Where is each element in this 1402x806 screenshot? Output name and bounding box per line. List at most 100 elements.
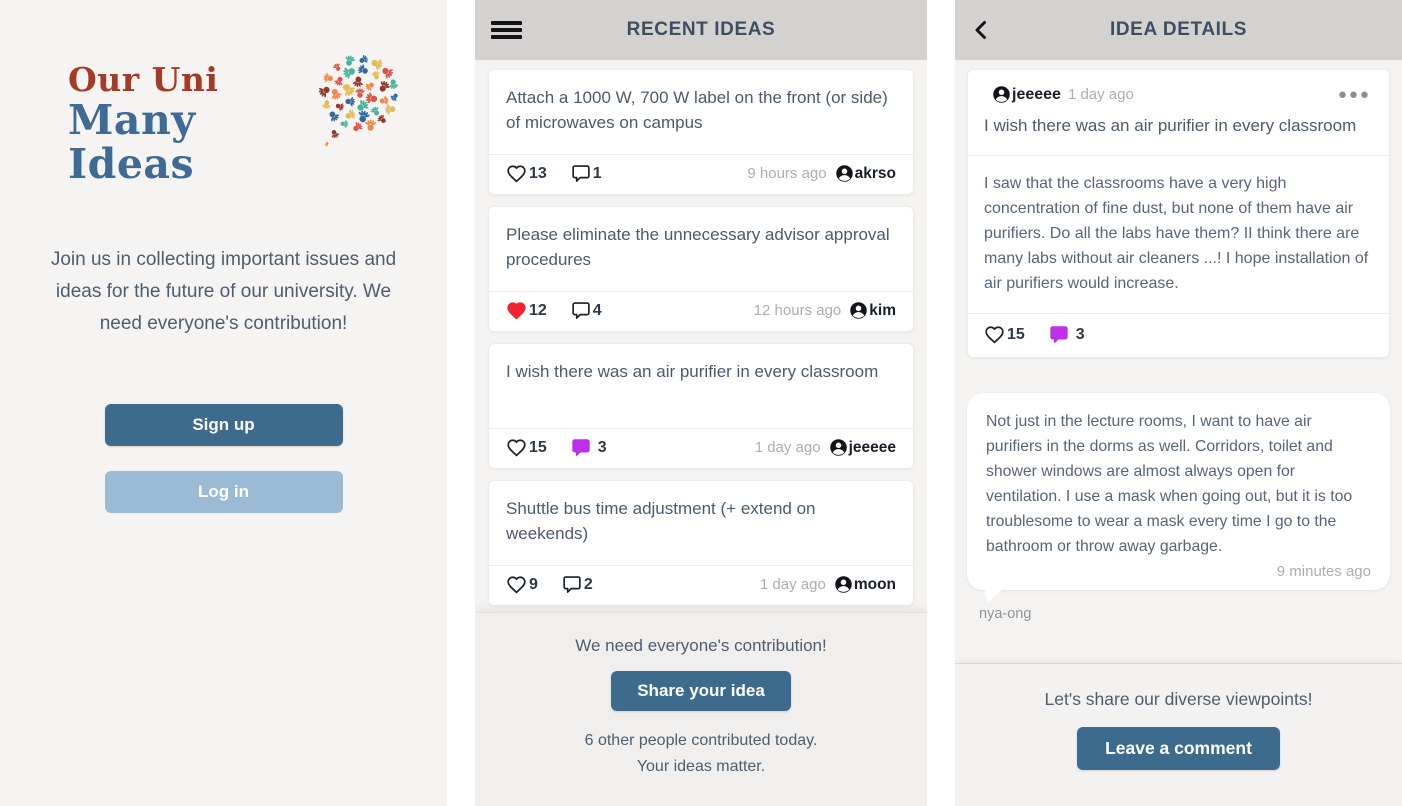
welcome-screen: Our Uni Many Ideas Join us in collecting… <box>0 0 447 806</box>
stats-line1: 6 other people contributed today. <box>584 732 818 749</box>
idea-timestamp: 1 day ago <box>759 576 826 593</box>
comment-timestamp: 9 minutes ago <box>1276 562 1371 580</box>
comment-button[interactable]: 4 <box>571 301 602 320</box>
comment-icon <box>572 165 590 182</box>
comment-icon <box>1050 326 1068 344</box>
logo-title-line1: Our Uni <box>68 60 219 99</box>
idea-title: Please eliminate the unnecessary advisor… <box>506 225 890 269</box>
idea-post-card: jeeeee 1 day ago ●●● I wish there was an… <box>967 69 1390 359</box>
idea-card-footer: 12 4 12 hours ago kim <box>489 291 913 331</box>
log-in-button[interactable]: Log in <box>104 470 343 513</box>
contribution-stats: 6 other people contributed today. Your i… <box>475 728 927 780</box>
like-count: 9 <box>529 575 538 593</box>
like-count: 13 <box>529 164 547 182</box>
idea-title: I wish there was an air purifier in ever… <box>506 362 879 381</box>
idea-card-footer: 15 3 1 day ago jeeeee <box>489 428 913 468</box>
idea-detail-content: jeeeee 1 day ago ●●● I wish there was an… <box>955 60 1402 663</box>
comment-count: 3 <box>597 438 607 456</box>
contribution-message: We need everyone's contribution! <box>575 636 827 655</box>
user-icon <box>850 302 868 319</box>
user-icon <box>835 165 853 182</box>
viewpoints-message: Let's share our diverse viewpoints! <box>1044 689 1313 709</box>
comment-bubble: Not just in the lecture rooms, I want to… <box>967 393 1390 603</box>
like-count: 15 <box>529 438 547 456</box>
like-button[interactable]: 9 <box>506 575 538 594</box>
logo-wordmark: Our Uni Many Ideas <box>68 52 295 186</box>
user-icon <box>829 439 847 456</box>
idea-card[interactable]: Shuttle bus time adjustment (+ extend on… <box>488 480 914 606</box>
idea-card[interactable]: I wish there was an air purifier in ever… <box>488 343 914 469</box>
idea-author[interactable]: akrso <box>835 164 896 183</box>
heart-icon <box>507 302 526 320</box>
idea-timestamp: 12 hours ago <box>753 302 842 319</box>
comment-count: 4 <box>592 301 602 319</box>
idea-card-footer: 13 1 9 hours ago akrso <box>489 154 913 194</box>
leave-a-comment-button[interactable]: Leave a comment <box>1077 727 1280 770</box>
idea-author[interactable]: moon <box>834 575 896 594</box>
post-author-name: jeeeee <box>1012 85 1061 103</box>
post-footer: 15 3 <box>968 313 1389 357</box>
post-like-count: 15 <box>1007 325 1025 343</box>
stats-line2: Your ideas matter. <box>636 757 766 775</box>
idea-title: Attach a 1000 W, 700 W label on the fron… <box>506 88 888 132</box>
comment-thread: Not just in the lecture rooms, I want to… <box>967 393 1390 622</box>
like-button[interactable]: 13 <box>506 164 547 183</box>
post-title: I wish there was an air purifier in ever… <box>984 116 1357 135</box>
idea-author-name: jeeeee <box>848 438 896 456</box>
post-comment-count: 3 <box>1075 325 1085 343</box>
more-options-button[interactable]: ●●● <box>1337 85 1371 103</box>
post-comment-button[interactable]: 3 <box>1049 325 1085 344</box>
menu-button[interactable] <box>491 0 522 60</box>
heart-icon <box>507 439 526 457</box>
post-header: jeeeee 1 day ago ●●● <box>968 70 1389 108</box>
idea-author-name: moon <box>853 575 896 593</box>
idea-author-name: kim <box>869 301 896 319</box>
recent-ideas-screen: RECENT IDEAS Attach a 1000 W, 700 W labe… <box>475 0 927 806</box>
post-body: I saw that the classrooms have a very hi… <box>968 154 1389 314</box>
heart-icon <box>985 326 1004 344</box>
comment-button[interactable]: 2 <box>562 575 593 594</box>
idea-author[interactable]: kim <box>849 301 896 320</box>
idea-details-screen: IDEA DETAILS jeeeee 1 day ago ●●● I wish… <box>955 0 1402 806</box>
idea-card-footer: 9 2 1 day ago moon <box>489 565 913 605</box>
heart-icon <box>507 165 526 183</box>
idea-details-footer: Let's share our diverse viewpoints! Leav… <box>955 663 1402 806</box>
share-your-idea-button[interactable]: Share your idea <box>611 671 791 711</box>
idea-author[interactable]: jeeeee <box>829 438 896 457</box>
comment-count: 2 <box>583 575 593 593</box>
heart-icon <box>507 576 526 594</box>
idea-card[interactable]: Please eliminate the unnecessary advisor… <box>488 206 914 332</box>
like-count: 12 <box>529 301 547 319</box>
idea-author-name: akrso <box>854 164 896 182</box>
recent-ideas-footer: We need everyone's contribution! Share y… <box>475 613 927 806</box>
idea-title: Shuttle bus time adjustment (+ extend on… <box>506 499 816 543</box>
post-timestamp: 1 day ago <box>1067 86 1134 103</box>
comment-button[interactable]: 1 <box>571 164 602 183</box>
user-icon <box>835 576 852 593</box>
comment-icon <box>563 576 581 593</box>
idea-details-appbar: IDEA DETAILS <box>955 0 1402 60</box>
recent-ideas-title: RECENT IDEAS <box>626 19 776 40</box>
like-button[interactable]: 12 <box>506 301 547 320</box>
comment-author-name: nya-ong <box>979 605 1032 622</box>
post-like-button[interactable]: 15 <box>984 325 1025 344</box>
hamburger-icon <box>491 17 522 42</box>
post-author[interactable]: jeeeee <box>992 85 1061 104</box>
idea-card[interactable]: Attach a 1000 W, 700 W label on the fron… <box>488 69 914 195</box>
comment-body: Not just in the lecture rooms, I want to… <box>986 413 1353 555</box>
recent-ideas-appbar: RECENT IDEAS <box>475 0 927 60</box>
sign-up-button[interactable]: Sign up <box>104 403 343 446</box>
comment-button[interactable]: 3 <box>571 438 607 457</box>
like-button[interactable]: 15 <box>506 438 547 457</box>
comment-count: 1 <box>592 164 602 182</box>
comment-icon <box>572 302 590 319</box>
idea-timestamp: 9 hours ago <box>747 165 827 182</box>
back-button[interactable] <box>971 0 991 60</box>
logo: Our Uni Many Ideas <box>0 0 447 186</box>
comment-icon <box>572 439 590 456</box>
chevron-left-icon <box>975 21 986 39</box>
idea-timestamp: 1 day ago <box>754 439 821 456</box>
idea-details-title: IDEA DETAILS <box>1109 19 1248 40</box>
hands-speech-bubble-logo-icon <box>318 54 399 147</box>
